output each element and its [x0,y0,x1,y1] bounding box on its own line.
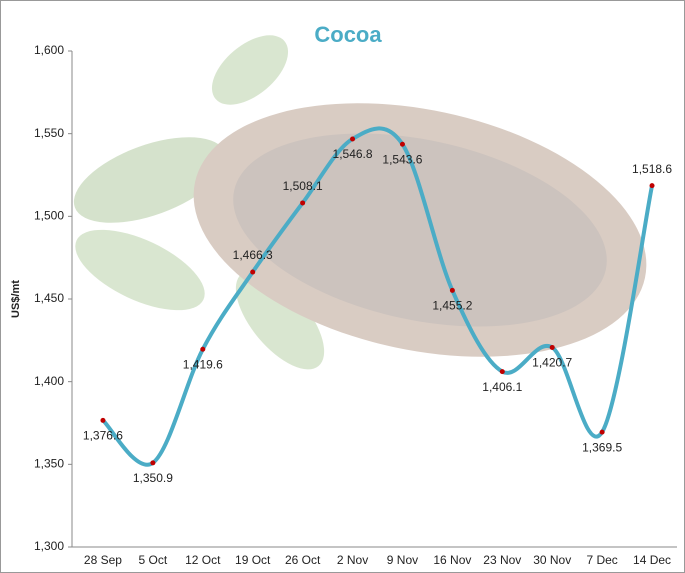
data-label: 1,466.3 [233,248,273,262]
data-point [550,345,555,350]
data-point [450,288,455,293]
x-tick-label: 2 Nov [337,553,368,567]
data-label: 1,518.6 [632,162,672,176]
chart: Cocoa US$/mt 1,300 1,350 1,400 1,450 1,500 1,… [0,0,685,573]
data-point [400,142,405,147]
x-tick-label: 12 Oct [185,553,221,567]
data-label: 1,406.1 [482,380,522,394]
x-tick-label: 9 Nov [387,553,418,567]
data-label: 1,419.6 [183,357,223,371]
data-label: 1,455.2 [432,299,472,313]
data-label: 1,376.6 [83,429,123,443]
y-tick-label: 1,500 [34,209,64,223]
data-point [100,418,105,423]
data-point [500,369,505,374]
data-label: 1,420.7 [532,356,572,370]
chart-title: Cocoa [314,22,382,47]
y-tick-label: 1,550 [34,126,64,140]
x-tick-label: 28 Sep [84,553,122,567]
data-point [600,430,605,435]
data-point [150,460,155,465]
data-label: 1,508.1 [283,179,323,193]
data-point [250,270,255,275]
data-label: 1,546.8 [333,147,373,161]
y-tick-label: 1,350 [34,457,64,471]
x-tick-label: 5 Oct [139,553,168,567]
x-tick-label: 26 Oct [285,553,321,567]
y-tick-label: 1,450 [34,291,64,305]
data-point [300,200,305,205]
y-tick-label: 1,600 [34,43,64,57]
data-label: 1,369.5 [582,440,622,454]
x-tick-label: 7 Dec [586,553,617,567]
data-label: 1,543.6 [382,152,422,166]
x-tick-label: 14 Dec [633,553,671,567]
x-tick-label: 30 Nov [533,553,571,567]
y-tick-label: 1,300 [34,539,64,553]
data-point [350,136,355,141]
data-label: 1,350.9 [133,471,173,485]
x-tick-label: 19 Oct [235,553,271,567]
x-tick-label: 16 Nov [433,553,471,567]
x-tick-label: 23 Nov [483,553,521,567]
y-tick-label: 1,400 [34,374,64,388]
y-axis-label: US$/mt [10,280,22,318]
data-point [650,183,655,188]
data-point [200,347,205,352]
